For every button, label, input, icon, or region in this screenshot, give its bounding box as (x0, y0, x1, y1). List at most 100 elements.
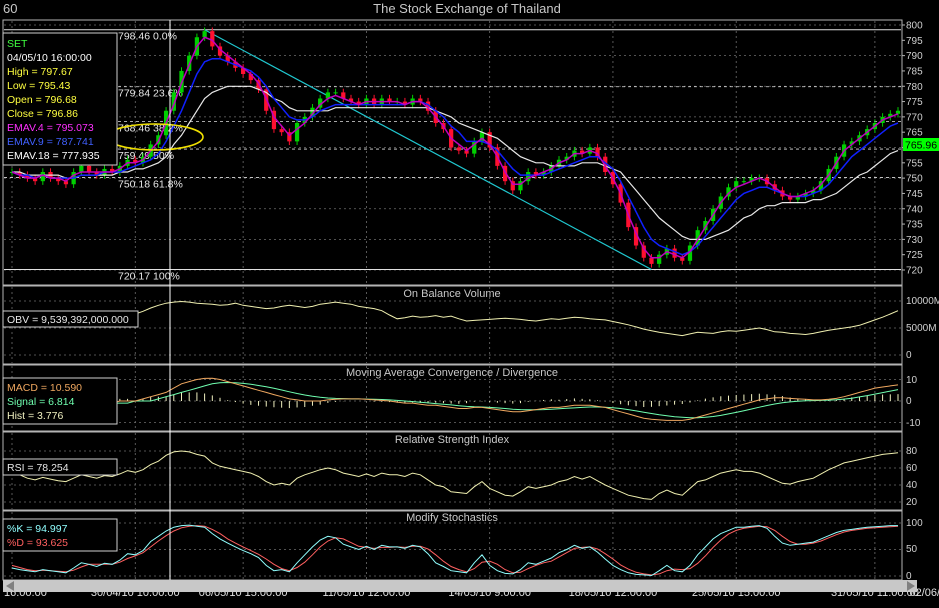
candle-body (94, 172, 99, 176)
rsi-label-box (2, 458, 118, 476)
candle-body (279, 129, 284, 133)
candle-body (633, 227, 639, 246)
scrollbar-track[interactable] (3, 580, 917, 592)
price-tag-box (903, 138, 939, 151)
fib-level-label: 750.18 61.8% (118, 179, 183, 191)
candle-body (818, 181, 824, 191)
candle-body (56, 178, 61, 182)
candle-body (287, 132, 292, 142)
price-tick-label: 795 (906, 36, 923, 47)
stoch-label-box (2, 518, 118, 552)
price-panel[interactable]: 798.46 0.0%779.84 23.6%768.46 38.2%759.4… (2, 19, 939, 286)
candle-body (811, 190, 816, 194)
price-tick-label: 750 (906, 174, 923, 185)
candle-body (110, 168, 115, 172)
price-tick-label: 755 (906, 158, 923, 169)
candle-body (788, 196, 793, 200)
candle-body (25, 175, 30, 179)
signal-line (12, 381, 899, 419)
macd-value: MACD = 10.590 (7, 382, 82, 394)
candle-body (402, 101, 408, 105)
candle-body (595, 147, 600, 157)
price-tick-label: 785 (906, 66, 923, 77)
info-ema18: EMAV.18 = 777.935 (7, 150, 100, 162)
rsi-tick-40: 40 (906, 480, 918, 491)
candle-body (741, 181, 747, 183)
candle-body (86, 165, 92, 172)
candle-body (803, 193, 808, 197)
candle-body (795, 196, 800, 200)
trend-line[interactable] (204, 29, 652, 271)
horizontal-scrollbar[interactable] (3, 580, 917, 592)
price-tick-label: 720 (906, 266, 923, 277)
chart-title: The Stock Exchange of Thailand (373, 1, 561, 16)
obv-title: On Balance Volume (403, 288, 500, 300)
fib-level-label: 720.17 100% (118, 270, 180, 282)
candle-body (526, 172, 531, 182)
candle-body (248, 74, 253, 81)
candle-body (225, 55, 230, 62)
candle-body (533, 172, 539, 176)
candle-body (749, 178, 754, 182)
ema9-line (11, 57, 899, 256)
macd-line (12, 377, 899, 421)
candle-body (680, 257, 685, 261)
candle-body (40, 172, 45, 182)
price-tick-label: 740 (906, 204, 923, 215)
macd-tick-neg10: -10 (906, 418, 921, 429)
info-close: Close = 796.86 (7, 108, 78, 120)
candle-body (318, 98, 323, 108)
stoch-tick-0: 0 (906, 571, 912, 582)
rsi-panel[interactable]: Relative Strength Index RSI = 78.254 80 … (2, 431, 939, 511)
scroll-left-arrow-icon[interactable] (6, 581, 14, 591)
fib-level-label: 779.84 23.6% (118, 88, 183, 100)
obv-tick-0: 0 (906, 350, 912, 361)
candle-body (17, 172, 22, 176)
current-price-tag: 765.96 (903, 138, 939, 152)
macd-title: Moving Average Convergence / Divergence (346, 367, 558, 379)
ema4-line (11, 36, 899, 259)
obv-label-box (2, 310, 139, 328)
obv-tick-5000m: 5000M (906, 323, 937, 334)
scroll-right-arrow-icon[interactable] (907, 581, 915, 591)
candle-body (687, 245, 693, 261)
info-ema9: EMAV.9 = 787.741 (7, 136, 94, 148)
candle-body (895, 110, 901, 114)
price-tick-label: 770 (906, 112, 923, 123)
stoch-k-value: %K = 94.997 (7, 523, 68, 535)
macd-panel[interactable]: Moving Average Convergence / Divergence … (2, 364, 939, 432)
macd-tick-0: 0 (906, 396, 912, 407)
candle-body (32, 178, 38, 182)
price-tick-label: 800 (906, 21, 923, 32)
obv-tick-10000m: 10000M (906, 296, 939, 307)
info-open: Open = 796.68 (7, 94, 77, 106)
stoch-d-value: %D = 93.625 (7, 537, 68, 549)
rsi-tick-60: 60 (906, 463, 918, 474)
info-symbol: SET (7, 38, 28, 50)
rsi-label: RSI = 78.254 (7, 462, 69, 474)
candle-body (341, 92, 346, 99)
ema18-line (12, 85, 899, 240)
candle-body (456, 147, 461, 151)
candle-body (502, 165, 508, 182)
stoch-d-line (11, 525, 899, 576)
candle-body (63, 181, 69, 185)
candle-body (202, 31, 207, 38)
stoch-tick-100: 100 (906, 518, 923, 529)
candle-body (734, 181, 739, 188)
candle-body (425, 101, 431, 111)
candle-body (171, 92, 176, 111)
obv-panel[interactable]: On Balance Volume OBV = 9,539,392,000.00… (2, 285, 939, 365)
candle-body (703, 221, 708, 231)
price-tick-label: 745 (906, 189, 923, 200)
candle-body (603, 156, 608, 172)
candle-body (888, 113, 893, 117)
candle-body (356, 101, 361, 105)
price-tick-label: 725 (906, 250, 923, 261)
candle-body (657, 254, 662, 264)
info-low: Low = 795.43 (7, 80, 71, 92)
rsi-title: Relative Strength Index (395, 434, 510, 446)
price-tick-label: 780 (906, 82, 923, 93)
